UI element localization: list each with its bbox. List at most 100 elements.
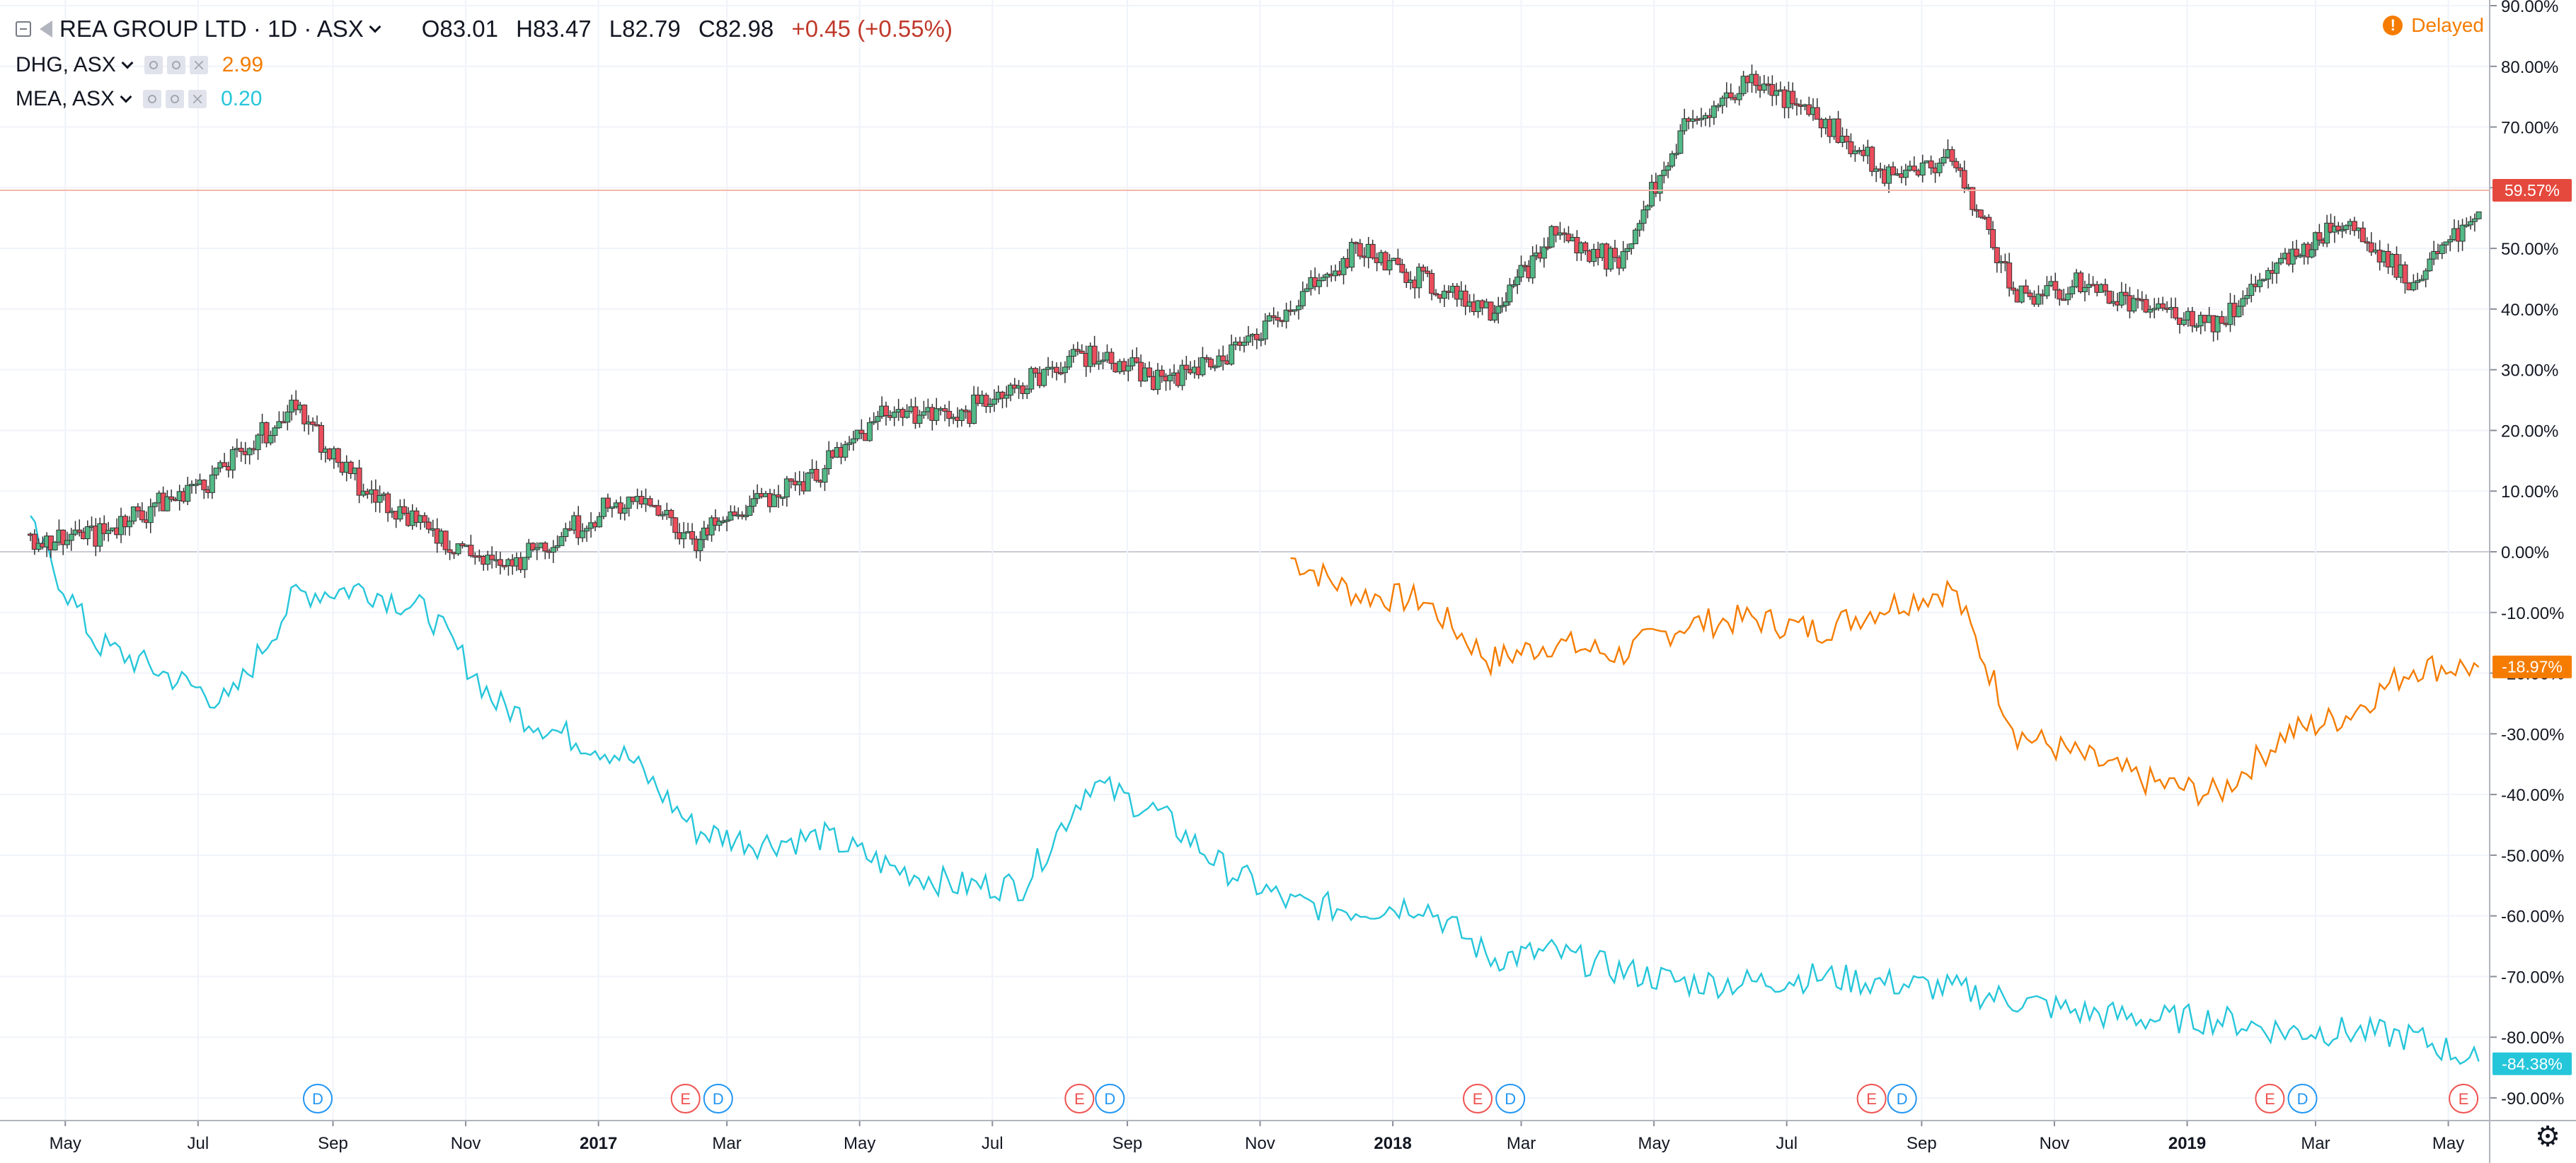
- candle: [52, 541, 58, 550]
- flag-icon[interactable]: [40, 21, 52, 37]
- candle: [2415, 280, 2421, 283]
- candle: [904, 410, 910, 418]
- candle: [2244, 295, 2250, 299]
- candle: [1645, 205, 1651, 211]
- candle: [858, 429, 865, 434]
- candle: [1167, 374, 1173, 381]
- candle: [1270, 315, 1277, 318]
- candle: [1753, 74, 1759, 86]
- main-series-legend[interactable]: REA GROUP LTD · 1D · ASX O83.01 H83.47 L…: [16, 10, 964, 48]
- candle: [554, 545, 560, 548]
- candle: [276, 421, 282, 429]
- main-symbol[interactable]: REA GROUP LTD · 1D · ASX: [59, 16, 364, 42]
- x-tick-label: May: [2432, 1134, 2464, 1153]
- settings-icon[interactable]: [166, 56, 185, 74]
- dividend-marker-label: D: [713, 1090, 724, 1108]
- candle: [1296, 305, 1302, 311]
- comparison-symbol[interactable]: DHG, ASX: [16, 53, 116, 76]
- candle: [788, 478, 794, 482]
- candle: [1229, 345, 1235, 365]
- dividend-marker-label: D: [1505, 1090, 1516, 1108]
- settings-icon[interactable]: [166, 90, 185, 108]
- candle: [238, 448, 244, 452]
- candle: [1628, 243, 1635, 249]
- dividend-marker-label: D: [2297, 1090, 2308, 1108]
- candle: [1125, 365, 1132, 371]
- comparison-legend-mea[interactable]: MEA, ASX 0.20: [16, 82, 964, 116]
- candle: [1275, 317, 1281, 321]
- candle: [447, 549, 453, 553]
- y-tick-label: 40.00%: [2501, 301, 2558, 320]
- candle: [1091, 345, 1098, 365]
- candle: [921, 411, 927, 416]
- candle: [1719, 98, 1725, 106]
- remove-icon[interactable]: [188, 90, 207, 108]
- candle: [1062, 366, 1068, 374]
- candle: [1420, 267, 1427, 272]
- visibility-icon[interactable]: [144, 56, 163, 74]
- y-tick-label: -80.00%: [2501, 1029, 2564, 1048]
- candle: [891, 412, 897, 418]
- collapse-legend-icon[interactable]: [16, 21, 31, 37]
- candle: [2312, 232, 2318, 250]
- candle: [101, 523, 108, 534]
- candle: [1632, 229, 1638, 245]
- x-tick-label: Nov: [1245, 1134, 1275, 1153]
- gear-icon[interactable]: ⚙: [2535, 1121, 2560, 1152]
- candle: [609, 507, 615, 509]
- candle: [1844, 135, 1850, 142]
- candle: [1158, 369, 1165, 377]
- candle: [728, 511, 734, 521]
- comparison-legend-dhg[interactable]: DHG, ASX 2.99: [16, 48, 964, 82]
- candle: [1514, 277, 1521, 285]
- candle: [356, 468, 362, 496]
- candle: [1403, 272, 1410, 283]
- candle: [2297, 255, 2304, 258]
- candle: [310, 421, 316, 425]
- x-tick-label: May: [1638, 1134, 1669, 1153]
- candle: [1216, 355, 1222, 367]
- candle: [575, 515, 582, 538]
- candle: [2214, 316, 2221, 332]
- candle: [335, 448, 341, 463]
- y-tick-label: 90.00%: [2501, 0, 2558, 16]
- earnings-marker: [1463, 1084, 1493, 1113]
- delayed-badge[interactable]: ! Delayed: [2383, 14, 2484, 37]
- candle: [558, 536, 565, 546]
- remove-icon[interactable]: [189, 56, 208, 74]
- candle: [1790, 91, 1796, 105]
- candle: [1357, 243, 1363, 257]
- candle: [842, 444, 849, 458]
- candle: [64, 540, 70, 545]
- y-tick-label: -10.00%: [2501, 604, 2564, 623]
- candle: [1620, 251, 1626, 269]
- candle: [1890, 166, 1897, 175]
- comparison-value: 0.20: [221, 87, 263, 110]
- candle: [2082, 287, 2088, 292]
- candle: [1640, 209, 1647, 224]
- chevron-down-icon[interactable]: [369, 21, 381, 33]
- y-tick-label: 10.00%: [2501, 482, 2558, 502]
- candle: [1518, 265, 1524, 278]
- candle: [697, 539, 703, 551]
- candle: [1541, 246, 1547, 259]
- candle: [1902, 170, 1909, 178]
- candle: [1399, 264, 1405, 273]
- comparison-symbol[interactable]: MEA, ASX: [16, 87, 115, 110]
- candle: [2402, 264, 2408, 284]
- candle: [2439, 244, 2445, 255]
- earnings-marker-label: E: [1866, 1090, 1877, 1108]
- candle: [1066, 356, 1072, 368]
- candle: [1548, 226, 1555, 248]
- candle: [724, 519, 730, 522]
- candle: [2035, 294, 2042, 305]
- candle: [2018, 285, 2025, 303]
- candle: [1100, 359, 1106, 362]
- dividend-marker: [1495, 1084, 1526, 1113]
- visibility-icon[interactable]: [143, 90, 162, 108]
- candle: [655, 505, 662, 516]
- chevron-down-icon[interactable]: [120, 91, 132, 103]
- chevron-down-icon[interactable]: [121, 57, 134, 69]
